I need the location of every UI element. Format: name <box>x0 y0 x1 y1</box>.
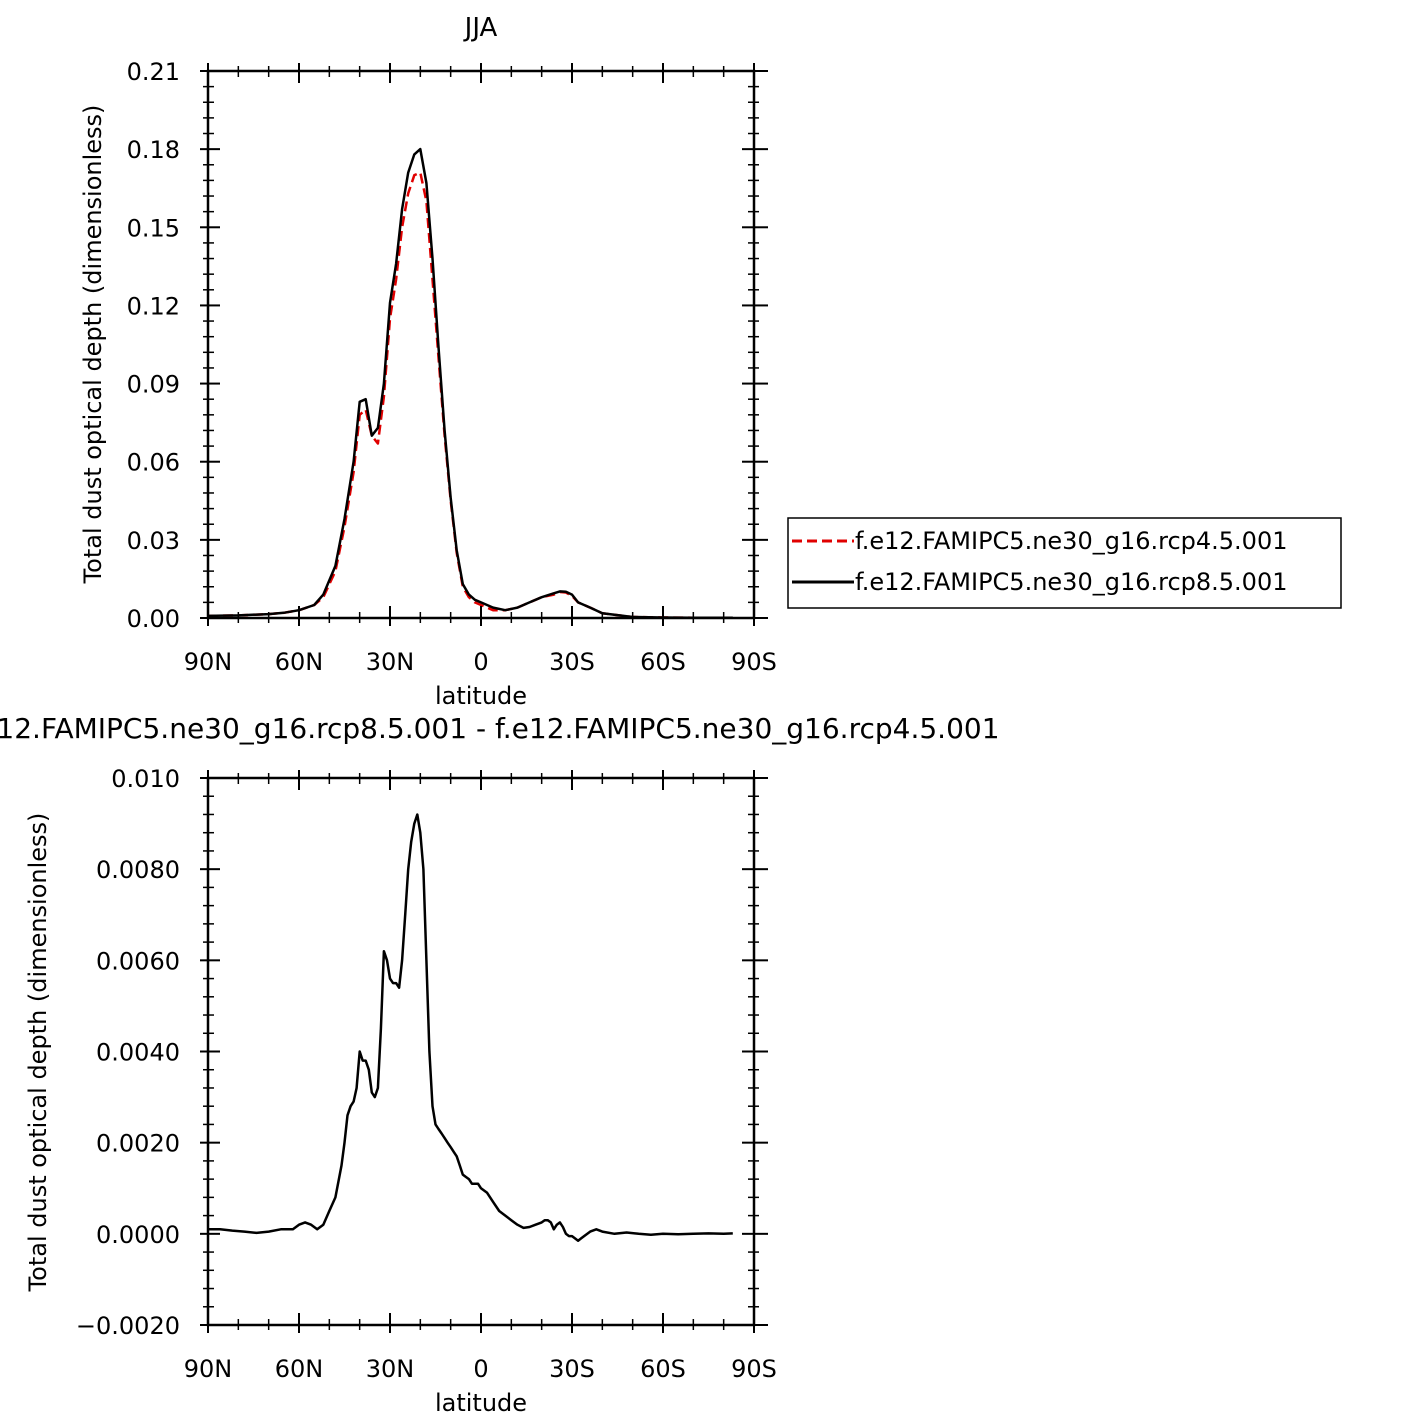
top-y-tick-label: 0.03 <box>127 527 180 555</box>
legend: f.e12.FAMIPC5.ne30_g16.rcp4.5.001 f.e12.… <box>787 517 1342 609</box>
top-x-tick-label: 0 <box>473 648 488 676</box>
top-x-axis-label: latitude <box>435 682 527 710</box>
top-y-tick-label: 0.00 <box>127 605 180 633</box>
top-y-tick-label: 0.15 <box>127 214 180 242</box>
top-y-tick-label: 0.06 <box>127 449 180 477</box>
bottom-chart-axes: 90N 60N 30N 0 30S 60S 90S −0.0020 0.0000 0.0020 0.… <box>76 765 777 1383</box>
top-panel: JJA 90N 60N 30N 0 30S 60S 90S 0.00 0.03 0.06 0.09 0… <box>79 13 1342 710</box>
bottom-plot-frame <box>206 776 756 1327</box>
legend-box <box>787 517 1342 609</box>
bottom-x-axis-label: latitude <box>435 1389 527 1417</box>
top-chart-axes: 90N 60N 30N 0 30S 60S 90S 0.00 0.03 0.06 0.09 0.12 0… <box>127 58 777 676</box>
bottom-chart-title: f.e12.FAMIPC5.ne30_g16.rcp8.5.001 - f.e1… <box>0 712 1000 745</box>
top-chart-lines <box>207 147 733 619</box>
top-x-tick-label: 30S <box>549 648 595 676</box>
top-x-tick-label: 90N <box>184 648 233 676</box>
top-plot-frame <box>206 69 756 620</box>
bottom-y-tick-label: 0.0020 <box>96 1130 180 1158</box>
top-series-line-0 <box>207 171 733 619</box>
bottom-x-tick-label: 60N <box>275 1355 324 1383</box>
top-y-tick-label: 0.12 <box>127 292 180 320</box>
bottom-x-tick-label: 60S <box>640 1355 686 1383</box>
top-x-tick-label: 90S <box>731 648 777 676</box>
top-x-tick-label: 30N <box>366 648 415 676</box>
top-series-line-1 <box>207 147 733 619</box>
top-chart-title: JJA <box>463 13 498 43</box>
top-x-tick-label: 60N <box>275 648 324 676</box>
top-y-tick-label: 0.21 <box>127 58 180 86</box>
legend-label-rcp45: f.e12.FAMIPC5.ne30_g16.rcp4.5.001 <box>855 527 1288 555</box>
top-x-tick-label: 60S <box>640 648 686 676</box>
bottom-x-tick-label: 30S <box>549 1355 595 1383</box>
top-y-tick-label: 0.18 <box>127 136 180 164</box>
bottom-y-tick-label: −0.0020 <box>76 1312 180 1340</box>
bottom-y-tick-label: 0.0060 <box>96 947 180 975</box>
bottom-x-tick-label: 0 <box>473 1355 488 1383</box>
bottom-y-tick-label: 0.0080 <box>96 856 180 884</box>
bottom-series-line-0 <box>208 813 733 1242</box>
top-y-tick-label: 0.09 <box>127 371 180 399</box>
bottom-y-tick-label: 0.0000 <box>96 1221 180 1249</box>
bottom-x-tick-label: 30N <box>366 1355 415 1383</box>
bottom-y-axis-label: Total dust optical depth (dimensionless) <box>24 813 52 1293</box>
legend-label-rcp85: f.e12.FAMIPC5.ne30_g16.rcp8.5.001 <box>855 568 1288 596</box>
bottom-x-tick-label: 90N <box>184 1355 233 1383</box>
top-y-axis-label: Total dust optical depth (dimensionless) <box>79 105 107 585</box>
bottom-panel: f.e12.FAMIPC5.ne30_g16.rcp8.5.001 - f.e1… <box>0 712 1000 1417</box>
bottom-y-tick-label: 0.010 <box>111 765 180 793</box>
bottom-y-tick-label: 0.0040 <box>96 1039 180 1067</box>
bottom-x-tick-label: 90S <box>731 1355 777 1383</box>
bottom-chart-lines <box>208 813 733 1242</box>
